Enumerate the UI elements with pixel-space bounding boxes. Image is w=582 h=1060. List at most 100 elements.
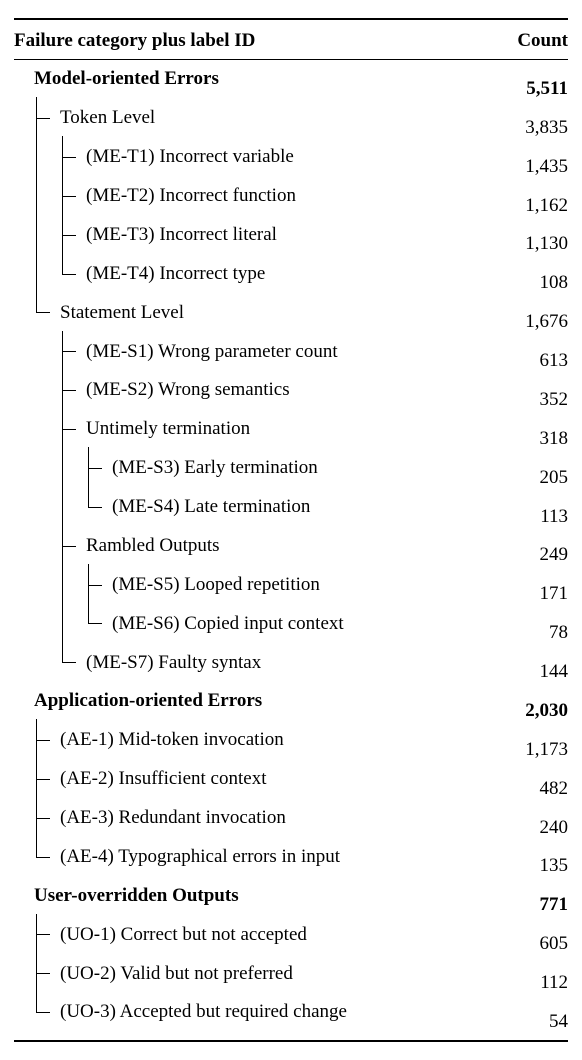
table-header-row: Failure category plus label ID Count [14,22,568,57]
row-count: 135 [488,851,568,880]
row-count: 54 [488,1007,568,1036]
row-label-cell: Model-oriented Errors [14,64,488,93]
table-row: (AE-1) Mid-token invocation 1,173 [14,725,568,764]
tree-indent [14,220,84,249]
failure-taxonomy-table: Failure category plus label ID Count Mod… [14,18,568,1042]
tree-indent [14,453,110,482]
row-count: 3,835 [488,113,568,142]
row-label: (ME-S5) Looped repetition [110,570,320,599]
row-label: (AE-3) Redundant invocation [58,803,286,832]
row-label: (ME-T1) Incorrect variable [84,142,294,171]
table-row: Model-oriented Errors5,511 [14,64,568,103]
row-label-cell: User-overridden Outputs [14,881,488,910]
row-label: (ME-S4) Late termination [110,492,310,521]
row-label: User-overridden Outputs [32,881,239,910]
tree-indent [14,531,84,560]
row-count: 1,173 [488,735,568,764]
row-label-cell: (AE-2) Insufficient context [14,764,488,793]
row-count: 613 [488,346,568,375]
row-label-cell: (ME-S5) Looped repetition [14,570,488,599]
row-label-cell: (ME-T1) Incorrect variable [14,142,488,171]
tree-indent [14,181,84,210]
tree-indent [14,648,84,677]
table-row: (ME-S3) Early termination 205 [14,453,568,492]
row-count: 205 [488,463,568,492]
table-row: (ME-T4) Incorrect type108 [14,259,568,298]
table-row: Statement Level 1,676 [14,298,568,337]
row-label-cell: (AE-3) Redundant invocation [14,803,488,832]
table-row: User-overridden Outputs771 [14,881,568,920]
table-row: (UO-1) Correct but not accepted605 [14,920,568,959]
row-label: (UO-3) Accepted but required change [58,997,347,1026]
tree-indent [14,570,110,599]
row-count: 240 [488,813,568,842]
row-label-cell: (ME-S4) Late termination [14,492,488,521]
table-row: (ME-S5) Looped repetition 171 [14,570,568,609]
table-row: (AE-2) Insufficient context 482 [14,764,568,803]
row-count: 113 [488,502,568,531]
row-count: 318 [488,424,568,453]
rule-top [14,18,568,20]
row-label: (AE-4) Typographical errors in input [58,842,340,871]
row-label-cell: (ME-S7) Faulty syntax [14,648,488,677]
tree-indent [14,803,58,832]
row-label: (ME-S2) Wrong semantics [84,375,290,404]
row-count: 1,676 [488,307,568,336]
row-count: 171 [488,579,568,608]
tree-indent [14,725,58,754]
row-label: (ME-S6) Copied input context [110,609,344,638]
row-label-cell: Statement Level [14,298,488,327]
row-label: (ME-S1) Wrong parameter count [84,337,338,366]
tree-indent [14,142,84,171]
header-label: Failure category plus label ID [14,22,488,57]
table-row: (UO-3) Accepted but required change 54 [14,997,568,1036]
tree-indent [14,959,58,988]
row-label-cell: (ME-T4) Incorrect type [14,259,488,288]
row-count: 112 [488,968,568,997]
row-label: Application-oriented Errors [32,686,262,715]
row-label: (UO-2) Valid but not preferred [58,959,293,988]
tree-indent [14,997,58,1026]
table-row: (ME-T3) Incorrect literal1,130 [14,220,568,259]
row-label-cell: Application-oriented Errors [14,686,488,715]
rule-bottom [14,1040,568,1042]
row-label-cell: (ME-S2) Wrong semantics [14,375,488,404]
row-label-cell: (ME-S6) Copied input context [14,609,488,638]
table-row: (ME-S6) Copied input context 78 [14,609,568,648]
row-count: 144 [488,657,568,686]
row-label-cell: (UO-2) Valid but not preferred [14,959,488,988]
row-count: 249 [488,540,568,569]
row-label: Statement Level [58,298,184,327]
row-label: (AE-2) Insufficient context [58,764,266,793]
row-label-cell: (ME-T2) Incorrect function [14,181,488,210]
table-row: (ME-S1) Wrong parameter count 613 [14,337,568,376]
table-row: (AE-4) Typographical errors in input 135 [14,842,568,881]
tree-indent [14,492,110,521]
row-label-cell: (AE-1) Mid-token invocation [14,725,488,754]
table-row: (ME-S4) Late termination 113 [14,492,568,531]
tree-indent [14,842,58,871]
row-label: (ME-S7) Faulty syntax [84,648,261,677]
row-label: Token Level [58,103,155,132]
table-row: (ME-T1) Incorrect variable1,435 [14,142,568,181]
row-count: 78 [488,618,568,647]
row-label: Model-oriented Errors [32,64,219,93]
tree-indent [14,64,32,93]
header-count: Count [488,22,568,57]
tree-indent [14,920,58,949]
tree-indent [14,298,58,327]
table-row: Token Level 3,835 [14,103,568,142]
row-label: (ME-S3) Early termination [110,453,318,482]
row-label: Untimely termination [84,414,250,443]
tree-indent [14,103,58,132]
header-label-text: Failure category plus label ID [14,26,255,55]
tree-indent [14,414,84,443]
row-label: (UO-1) Correct but not accepted [58,920,307,949]
table-row: (ME-S2) Wrong semantics352 [14,375,568,414]
row-count: 482 [488,774,568,803]
row-label-cell: Token Level [14,103,488,132]
rule-mid [14,59,568,60]
row-label-cell: (AE-4) Typographical errors in input [14,842,488,871]
row-count: 108 [488,268,568,297]
row-label: (AE-1) Mid-token invocation [58,725,284,754]
